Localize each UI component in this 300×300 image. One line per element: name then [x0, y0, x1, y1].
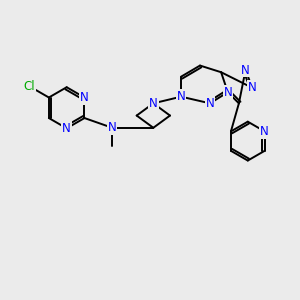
Text: N: N [206, 97, 214, 110]
Text: N: N [108, 121, 117, 134]
Text: N: N [80, 91, 89, 104]
Text: Cl: Cl [24, 80, 35, 93]
Text: N: N [241, 64, 250, 76]
Text: N: N [149, 97, 158, 110]
Text: N: N [177, 90, 185, 103]
Text: N: N [62, 122, 71, 135]
Text: N: N [260, 125, 269, 138]
Text: N: N [248, 81, 256, 94]
Text: N: N [224, 86, 232, 99]
